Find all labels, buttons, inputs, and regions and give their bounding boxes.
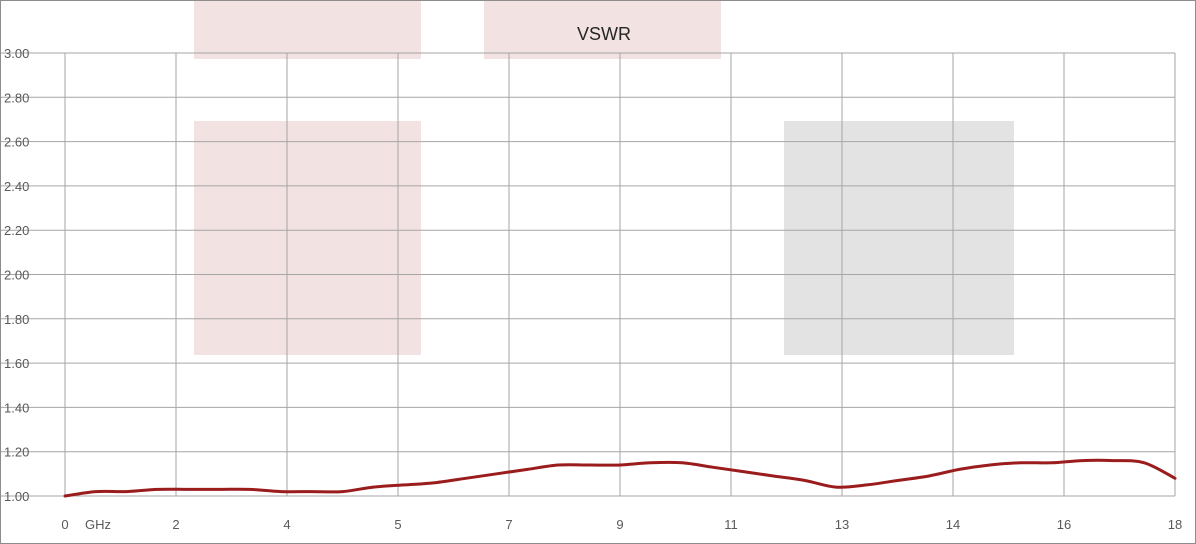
grid	[1, 52, 1176, 497]
pink-box-middle	[194, 121, 421, 355]
x-tick-label: 7	[505, 517, 512, 532]
x-tick-label: 14	[946, 517, 960, 532]
x-tick-label: 11	[724, 517, 738, 532]
x-tick-label: 4	[283, 517, 290, 532]
gray-box-right	[784, 121, 1014, 355]
vswr-series-line	[63, 458, 1177, 498]
y-tick-label: 1.40	[4, 400, 29, 415]
pink-box-top-left	[194, 1, 421, 59]
x-axis-ticks: 0 2 4 5 7 9 11 13 14 16 18	[61, 517, 1182, 532]
chart-title: VSWR	[577, 24, 631, 44]
x-tick-label: 13	[835, 517, 849, 532]
y-tick-label: 1.00	[4, 489, 29, 504]
x-tick-label: 16	[1057, 517, 1071, 532]
x-tick-label: 9	[616, 517, 623, 532]
x-tick-label: 0	[61, 517, 68, 532]
background-boxes	[194, 1, 1014, 355]
y-tick-label: 2.20	[4, 223, 29, 238]
y-tick-label: 2.80	[4, 90, 29, 105]
y-axis-ticks: 1.00 1.20 1.40 1.60 1.80 2.00 2.20 2.40 2.60 2.80…	[4, 46, 29, 504]
y-tick-label: 1.60	[4, 356, 29, 371]
y-tick-label: 1.20	[4, 445, 29, 460]
x-tick-label: 18	[1168, 517, 1182, 532]
x-tick-label: 2	[172, 517, 179, 532]
y-tick-label: 1.80	[4, 312, 29, 327]
x-tick-label: 5	[394, 517, 401, 532]
y-tick-label: 2.40	[4, 179, 29, 194]
y-tick-label: 2.00	[4, 268, 29, 283]
y-tick-label: 3.00	[4, 46, 29, 61]
y-tick-label: 2.60	[4, 135, 29, 150]
x-axis-unit-label: GHz	[85, 517, 111, 532]
pink-box-top-center	[484, 1, 721, 59]
